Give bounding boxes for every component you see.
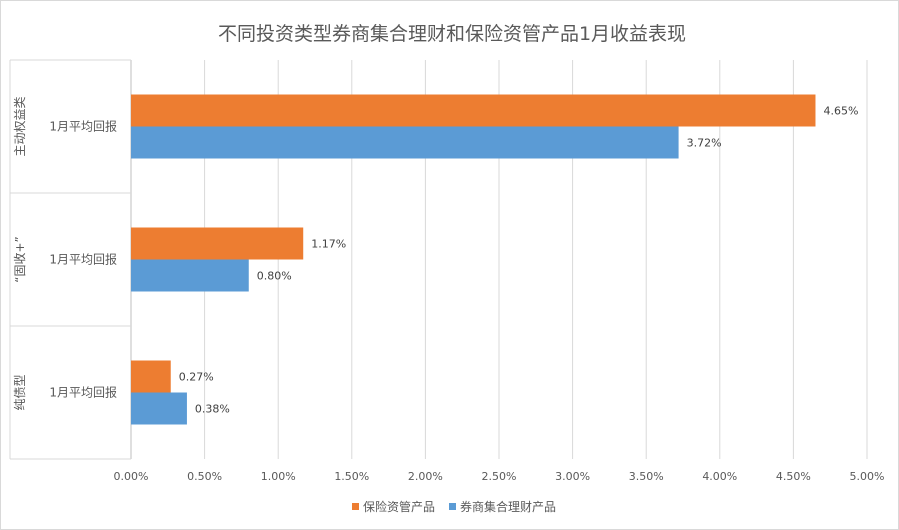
x-tick-label: 1.00% [261, 470, 296, 483]
category-label: 1月平均回报 [49, 252, 117, 267]
data-label: 0.80% [257, 270, 292, 283]
x-tick-label: 2.50% [482, 470, 517, 483]
x-tick-label: 0.50% [187, 470, 222, 483]
bar-insurance [131, 227, 304, 260]
legend-label: 保险资管产品 [363, 499, 435, 514]
chart-title: 不同投资类型券商集合理财和保险资管产品1月收益表现 [218, 23, 686, 45]
x-tick-label: 4.00% [702, 470, 737, 483]
group-label: “固收+” [13, 236, 27, 283]
category-label: 1月平均回报 [49, 385, 117, 400]
bars: 4.65% 3.72% 1.17% 0.80% 0.27% 0.38% [131, 94, 858, 425]
group-label: 纯债型 [13, 374, 27, 410]
group-label: 主动权益类 [13, 96, 27, 156]
legend-swatch [352, 503, 359, 510]
data-label: 3.72% [687, 137, 722, 150]
x-tick-label: 3.50% [629, 470, 664, 483]
bar-insurance [131, 360, 171, 393]
data-label: 4.65% [823, 105, 858, 118]
bar-brokerage [131, 392, 187, 425]
legend-label: 券商集合理财产品 [460, 499, 556, 514]
x-axis-ticks: 0.00% 0.50% 1.00% 1.50% 2.00% 2.50% 3.00% 3.50%… [114, 470, 885, 483]
x-tick-label: 5.00% [850, 470, 885, 483]
x-tick-label: 3.00% [555, 470, 590, 483]
x-tick-label: 4.50% [776, 470, 811, 483]
data-label: 1.17% [311, 238, 346, 251]
x-tick-label: 2.00% [408, 470, 443, 483]
x-tick-label: 1.50% [334, 470, 369, 483]
category-label: 1月平均回报 [49, 119, 117, 134]
bar-insurance [131, 94, 816, 127]
bar-brokerage [131, 259, 249, 292]
data-label: 0.38% [195, 403, 230, 416]
x-tick-label: 0.00% [114, 470, 149, 483]
bar-brokerage [131, 126, 679, 159]
data-label: 0.27% [179, 371, 214, 384]
legend: 保险资管产品 券商集合理财产品 [352, 499, 556, 514]
legend-swatch [449, 503, 456, 510]
